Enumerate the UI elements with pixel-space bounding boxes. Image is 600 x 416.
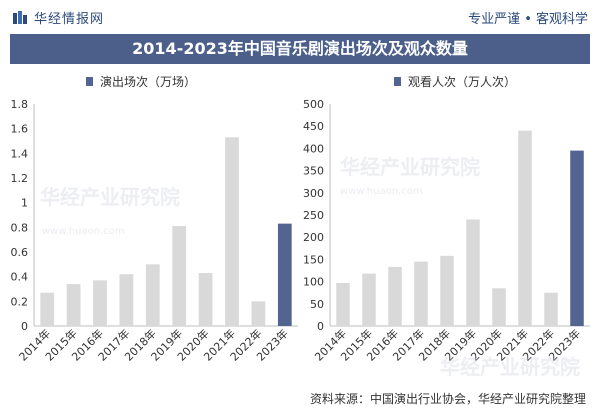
bar xyxy=(40,292,55,326)
y-tick-label: 1.6 xyxy=(11,123,29,136)
bar xyxy=(93,280,107,326)
watermark-bottom: 华经产业研究院 xyxy=(440,355,580,379)
watermark-url-right: www.huaon.com xyxy=(340,186,423,197)
y-tick-label: 250 xyxy=(303,209,324,222)
bar xyxy=(198,272,213,326)
top-bar: 华经情报网 专业严谨 • 客观科学 xyxy=(0,0,600,34)
y-tick-label: 150 xyxy=(303,253,324,266)
bar xyxy=(518,130,532,326)
bar xyxy=(172,226,187,326)
bar xyxy=(388,266,402,326)
y-tick-label: 400 xyxy=(303,142,324,155)
y-tick-label: 450 xyxy=(303,120,324,133)
legend-swatch xyxy=(86,77,93,86)
legend-swatch xyxy=(394,77,401,86)
slogan: 专业严谨 • 客观科学 xyxy=(468,12,588,27)
bar xyxy=(466,219,480,326)
y-tick-label: 100 xyxy=(303,276,324,289)
watermark-left: 华经产业研究院 xyxy=(40,185,180,209)
legend-label: 演出场次（万场） xyxy=(100,74,196,89)
bar xyxy=(414,261,428,326)
y-tick-label: 1.2 xyxy=(11,172,29,185)
y-tick-label: 0 xyxy=(317,320,324,333)
bar xyxy=(251,301,266,326)
right-chart: 0501001502002503003504004505002014年2015年… xyxy=(303,75,590,364)
y-tick-label: 1.8 xyxy=(11,98,29,111)
y-tick-label: 350 xyxy=(303,165,324,178)
watermark-right: 华经产业研究院 xyxy=(340,155,480,179)
bar xyxy=(145,264,160,326)
y-tick-label: 1.4 xyxy=(11,147,29,160)
y-tick-label: 50 xyxy=(310,298,324,311)
bar xyxy=(66,284,81,326)
brand: 华经情报网 xyxy=(12,8,104,27)
y-tick-label: 1 xyxy=(21,197,28,210)
bar xyxy=(362,273,376,326)
source-note: 资料来源：中国演出行业协会，华经产业研究院整理 xyxy=(309,392,586,406)
y-tick-label: 0.4 xyxy=(11,271,29,284)
chart-title: 2014-2023年中国音乐剧演出场次及观众数量 xyxy=(10,34,590,64)
bar xyxy=(336,282,350,326)
brand-logo-icon xyxy=(13,10,27,24)
bar xyxy=(225,137,239,326)
bar xyxy=(492,288,506,326)
bar xyxy=(570,150,584,326)
bar xyxy=(277,223,292,326)
y-tick-label: 0 xyxy=(21,320,28,333)
y-tick-label: 0.8 xyxy=(11,221,29,234)
legend-label: 观看人次（万人次） xyxy=(408,75,516,89)
y-tick-label: 500 xyxy=(303,98,324,111)
left-chart: 00.20.40.60.811.21.41.61.82014年2015年2016… xyxy=(11,74,298,364)
bar xyxy=(119,274,134,326)
y-tick-label: 0.2 xyxy=(11,295,29,308)
brand-name: 华经情报网 xyxy=(34,12,105,27)
charts-area: 00.20.40.60.811.21.41.61.82014年2015年2016… xyxy=(11,74,590,379)
y-tick-label: 200 xyxy=(303,231,324,244)
bar xyxy=(544,292,558,326)
watermark-url-left: www.huaon.com xyxy=(42,226,125,237)
bar xyxy=(440,255,454,326)
y-tick-label: 0.6 xyxy=(11,246,29,259)
y-tick-label: 300 xyxy=(303,187,324,200)
